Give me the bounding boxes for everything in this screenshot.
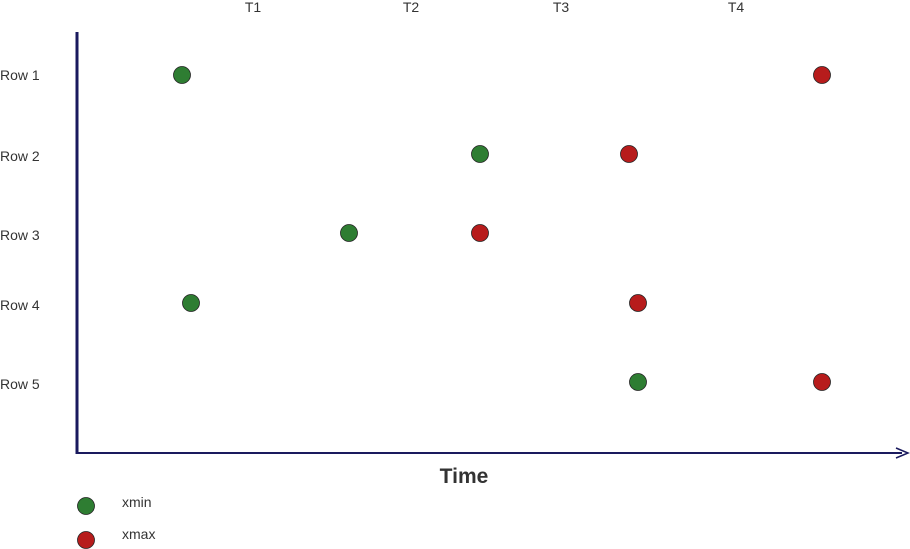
row-5-xmin-marker	[629, 373, 647, 391]
row-label-4: Row 4	[0, 297, 40, 313]
row-3-xmax-marker	[471, 224, 489, 242]
row-label-3: Row 3	[0, 227, 40, 243]
row-1-xmax-marker	[813, 66, 831, 84]
legend-xmax-label: xmax	[122, 526, 155, 542]
column-header-t4: T4	[728, 0, 745, 15]
legend-xmax-swatch	[77, 531, 95, 549]
row-5-xmax-marker	[813, 373, 831, 391]
column-header-t2: T2	[403, 0, 420, 15]
row-1-xmin-marker	[173, 66, 191, 84]
row-2-xmin-marker	[471, 145, 489, 163]
x-axis-title: Time	[440, 465, 489, 488]
row-4-xmin-marker	[182, 294, 200, 312]
row-label-2: Row 2	[0, 148, 40, 164]
row-label-1: Row 1	[0, 67, 40, 83]
legend-xmin-swatch	[77, 497, 95, 515]
row-2-xmax-marker	[620, 145, 638, 163]
column-header-t3: T3	[553, 0, 570, 15]
x-axis-arrowhead	[895, 447, 910, 459]
row-4-xmax-marker	[629, 294, 647, 312]
row-label-5: Row 5	[0, 376, 40, 392]
column-header-t1: T1	[245, 0, 262, 15]
row-3-xmin-marker	[340, 224, 358, 242]
legend-xmin-label: xmin	[122, 494, 152, 510]
